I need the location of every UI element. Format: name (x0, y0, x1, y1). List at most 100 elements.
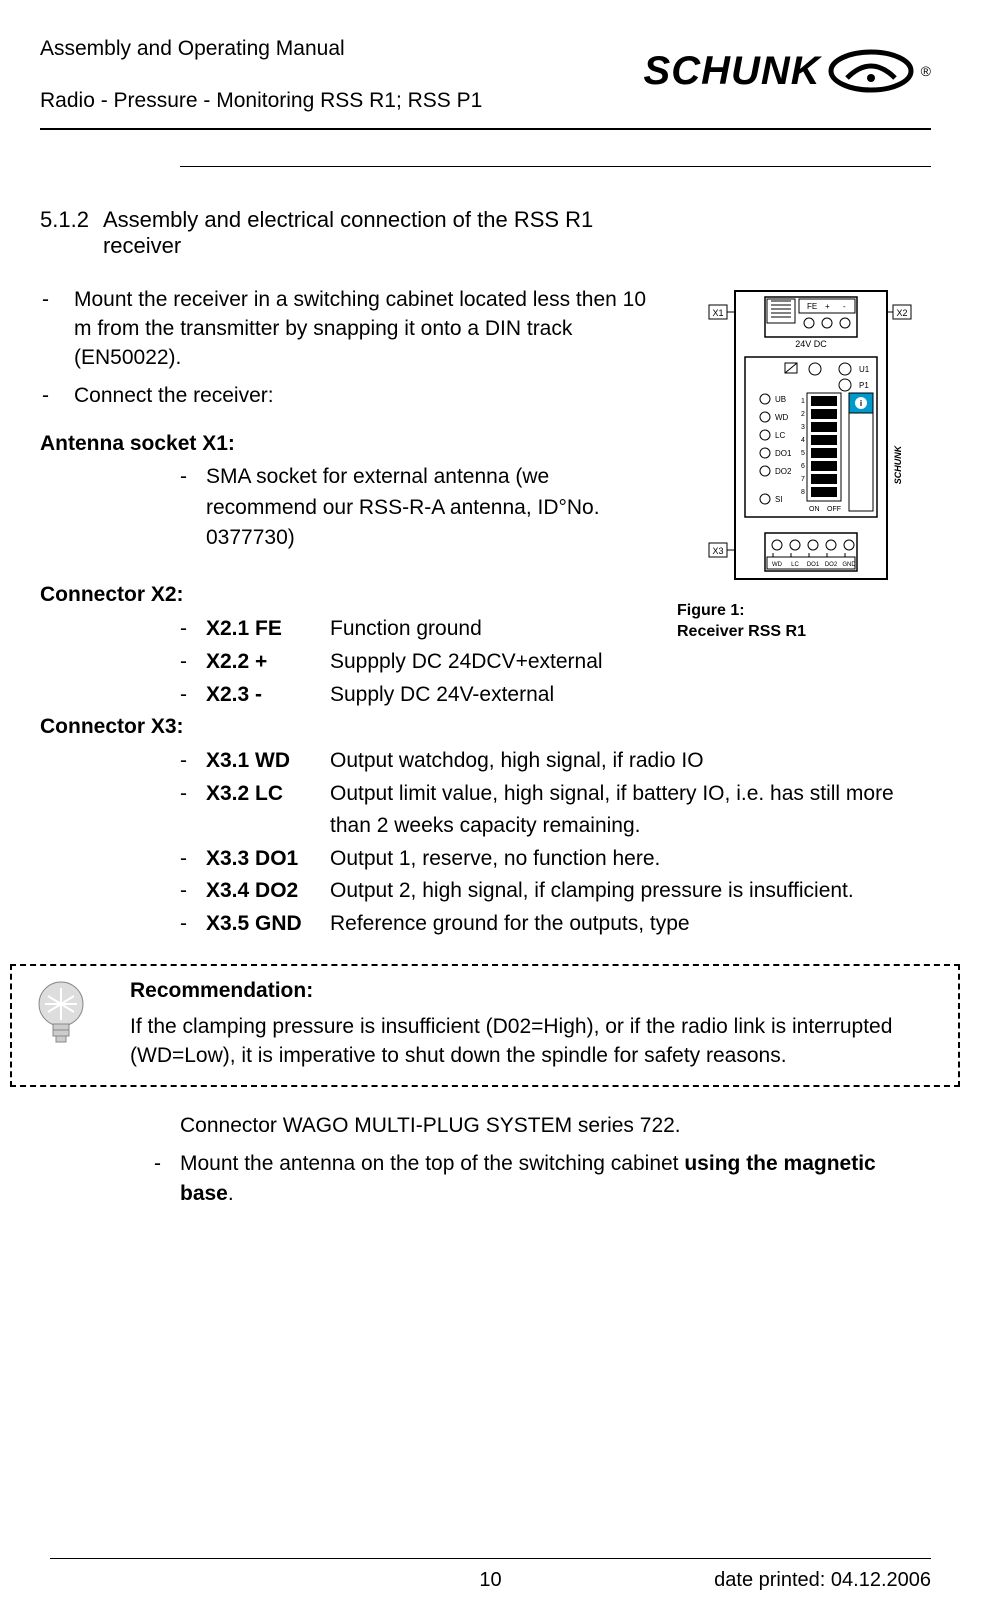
post-line: Connector WAGO MULTI-PLUG SYSTEM series … (180, 1111, 931, 1141)
svg-text:WD: WD (775, 413, 789, 422)
pin-desc: Suppply DC 24DCV+external (330, 646, 931, 679)
pin-label: X2.1 FE (206, 613, 330, 646)
pin-label: X3.2 LC (206, 778, 330, 843)
svg-text:LC: LC (791, 562, 799, 568)
svg-text:24V DC: 24V DC (795, 339, 827, 349)
section-number: 5.1.2 (40, 207, 89, 259)
pin-row: - X3.2 LC Output limit value, high signa… (180, 778, 931, 843)
svg-text:X3: X3 (712, 546, 723, 556)
x3-heading: Connector X3: (40, 715, 931, 739)
lightbulb-icon (26, 976, 100, 1053)
svg-text:+: + (825, 302, 830, 311)
bullet-dash: - (40, 285, 74, 373)
page: Assembly and Operating Manual Radio - Pr… (0, 0, 981, 1620)
figure-caption: Figure 1: Receiver RSS R1 (677, 600, 931, 643)
pin-row: - X2.3 - Supply DC 24V-external (180, 679, 931, 712)
svg-text:SCHUNK: SCHUNK (893, 444, 903, 484)
page-header: Assembly and Operating Manual Radio - Pr… (40, 30, 931, 130)
post-bullet-text: Mount the antenna on the top of the swit… (180, 1149, 931, 1210)
pin-row: - X3.3 DO1 Output 1, reserve, no functio… (180, 843, 931, 876)
pin-label: X3.3 DO1 (206, 843, 330, 876)
svg-text:U1: U1 (859, 365, 870, 374)
pin-row: - X3.5 GND Reference ground for the outp… (180, 908, 931, 941)
bullet-dash: - (40, 381, 74, 410)
svg-text:7: 7 (801, 476, 805, 483)
bullet-dash: - (180, 745, 206, 778)
antenna-text: SMA socket for external antenna (we reco… (206, 462, 646, 553)
footer-line: 10 date printed: 04.12.2006 (50, 1558, 931, 1592)
figure-caption-line2: Receiver RSS R1 (677, 621, 931, 643)
svg-text:P1: P1 (859, 381, 869, 390)
header-line1: Assembly and Operating Manual (40, 30, 482, 68)
brand-text: SCHUNK (644, 49, 821, 94)
bullet-dash: - (180, 679, 206, 712)
pin-desc: Output 1, reserve, no function here. (330, 843, 931, 876)
pin-label: X3.5 GND (206, 908, 330, 941)
brand-oval-icon (827, 48, 915, 94)
bullet-dash: - (154, 1149, 180, 1210)
footer-date: date printed: 04.12.2006 (714, 1569, 931, 1592)
pin-desc: Reference ground for the outputs, type (330, 908, 931, 941)
registered-icon: ® (921, 63, 931, 79)
svg-text:DO1: DO1 (807, 562, 820, 568)
bullet-dash: - (180, 843, 206, 876)
post-bullet-post: . (228, 1182, 234, 1205)
svg-text:-: - (843, 302, 846, 311)
svg-text:DO1: DO1 (775, 449, 792, 458)
svg-text:OFF: OFF (827, 506, 841, 513)
intro-bullet: - Mount the receiver in a switching cabi… (40, 285, 650, 373)
post-box: Connector WAGO MULTI-PLUG SYSTEM series … (180, 1111, 931, 1210)
pin-desc: Supply DC 24V-external (330, 679, 931, 712)
figure-caption-line1: Figure 1: (677, 600, 931, 622)
svg-text:GND: GND (842, 562, 856, 568)
pin-desc: Output watchdog, high signal, if radio I… (330, 745, 931, 778)
pin-row: - X3.4 DO2 Output 2, high signal, if cla… (180, 875, 931, 908)
bullet-dash: - (180, 778, 206, 843)
figure: FE + - 24V DC X1 X2 (671, 285, 931, 643)
header-divider (180, 166, 931, 167)
svg-text:1: 1 (801, 398, 805, 405)
pin-row: - X3.1 WD Output watchdog, high signal, … (180, 745, 931, 778)
svg-text:UB: UB (775, 395, 786, 404)
pin-label: X2.2 + (206, 646, 330, 679)
post-bullet: - Mount the antenna on the top of the sw… (180, 1149, 931, 1210)
bullet-dash: - (180, 875, 206, 908)
section-title: Assembly and electrical connection of th… (103, 207, 660, 259)
page-footer: 10 date printed: 04.12.2006 (50, 1558, 931, 1592)
svg-text:5: 5 (801, 450, 805, 457)
pin-desc: Output 2, high signal, if clamping press… (330, 875, 931, 908)
intro-bullet: - Connect the receiver: (40, 381, 650, 410)
pin-label: X3.1 WD (206, 745, 330, 778)
svg-text:6: 6 (801, 463, 805, 470)
svg-text:LC: LC (775, 431, 785, 440)
pin-row: - X2.2 + Suppply DC 24DCV+external (180, 646, 931, 679)
svg-text:SI: SI (775, 495, 783, 504)
svg-text:i: i (860, 399, 862, 408)
intro-bullet-text: Mount the receiver in a switching cabine… (74, 285, 650, 373)
bullet-dash: - (180, 613, 206, 646)
svg-text:ON: ON (809, 506, 820, 513)
bullet-dash: - (180, 646, 206, 679)
section-heading: 5.1.2 Assembly and electrical connection… (40, 207, 660, 259)
svg-text:2: 2 (801, 411, 805, 418)
pin-desc: Output limit value, high signal, if batt… (330, 778, 931, 843)
svg-text:DO2: DO2 (775, 467, 792, 476)
svg-text:4: 4 (801, 437, 805, 444)
svg-text:8: 8 (801, 489, 805, 496)
pin-label: X3.4 DO2 (206, 875, 330, 908)
header-left: Assembly and Operating Manual Radio - Pr… (40, 30, 482, 120)
bullet-dash: - (180, 908, 206, 941)
bullet-dash: - (180, 462, 206, 553)
recommendation-text: If the clamping pressure is insufficient… (130, 1012, 938, 1071)
brand-logo: SCHUNK ® (644, 30, 931, 94)
svg-text:WD: WD (772, 562, 783, 568)
svg-text:FE: FE (807, 302, 817, 311)
header-line2: Radio - Pressure - Monitoring RSS R1; RS… (40, 82, 482, 120)
footer-left (50, 1569, 56, 1592)
recommendation-content: Recommendation: If the clamping pressure… (130, 976, 938, 1070)
svg-text:X2: X2 (896, 308, 907, 318)
svg-text:X1: X1 (712, 308, 723, 318)
post-bullet-pre: Mount the antenna on the top of the swit… (180, 1152, 684, 1175)
svg-text:DO2: DO2 (825, 562, 838, 568)
footer-page-number: 10 (479, 1569, 501, 1592)
